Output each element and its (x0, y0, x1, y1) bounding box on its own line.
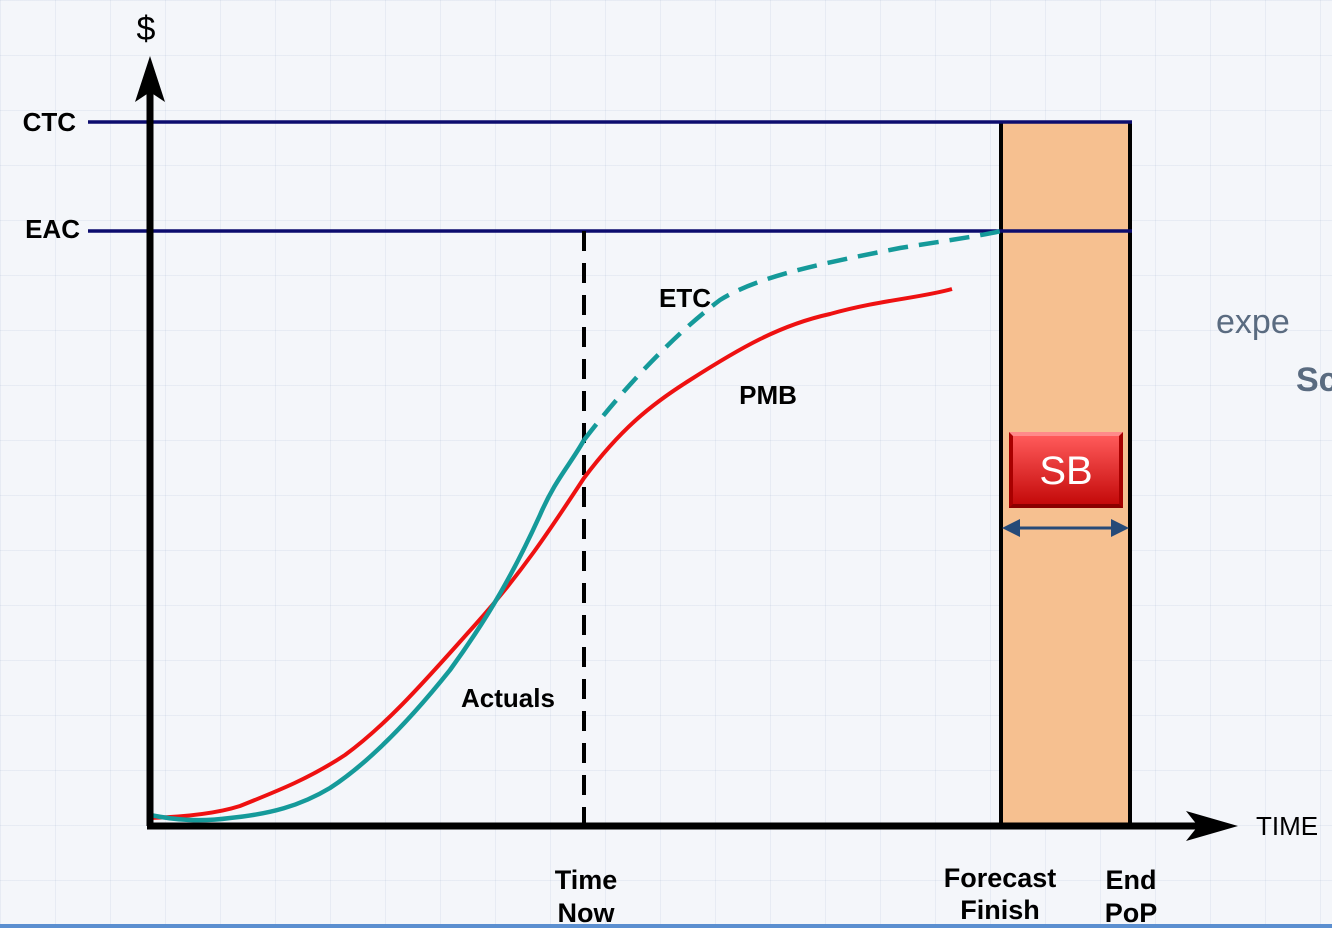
actuals-label: Actuals (461, 683, 555, 713)
background-text-2: Sc (1296, 361, 1332, 399)
ctc-label: CTC (23, 107, 77, 137)
x-axis-arrowhead (1186, 811, 1238, 841)
time-now-label-line1: Time (555, 865, 618, 895)
pmb-label: PMB (739, 380, 797, 410)
pmb-curve (149, 287, 953, 820)
eac-label: EAC (25, 214, 80, 244)
forecast-finish-label-line2: Finish (960, 895, 1040, 925)
sb-label: SB (1039, 449, 1092, 493)
actuals-curve (149, 438, 586, 823)
background-text-1: expe (1216, 303, 1290, 341)
end-pop-label-line2: PoP (1105, 898, 1158, 928)
x-axis-label: TIME (1256, 811, 1318, 841)
sb-button: SB (1009, 432, 1123, 508)
y-axis-label: $ (137, 10, 156, 48)
time-now-label-line2: Now (558, 898, 616, 928)
end-pop-label-line1: End (1106, 865, 1157, 895)
slide-bottom-bar (0, 924, 1332, 928)
y-axis-arrowhead (135, 56, 165, 102)
etc-curve (582, 228, 1002, 442)
forecast-finish-label-line1: Forecast (944, 863, 1057, 893)
etc-label: ETC (659, 283, 711, 313)
